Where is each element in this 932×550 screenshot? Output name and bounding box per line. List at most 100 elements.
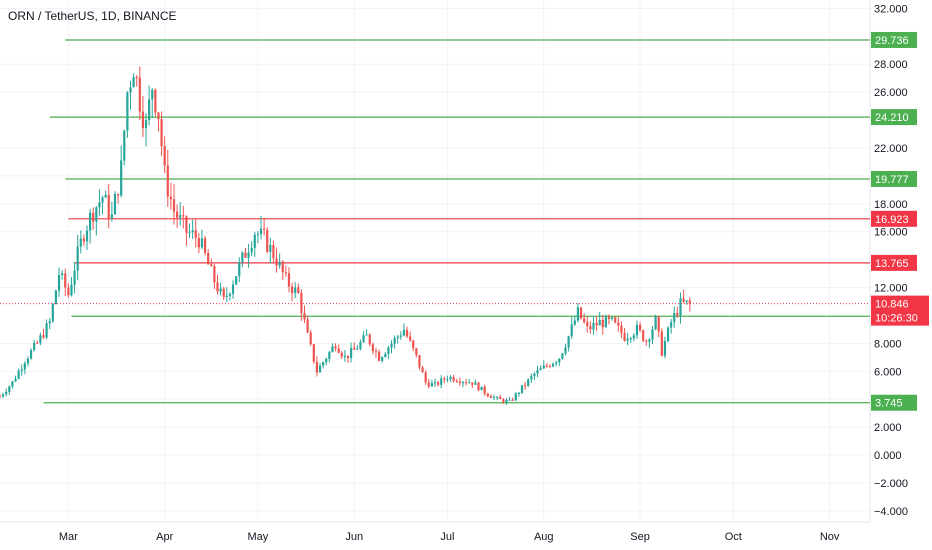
candle-body <box>85 230 89 242</box>
candle-body <box>583 318 586 323</box>
level-price-label: 13.765 <box>875 258 909 270</box>
candle-body <box>666 327 670 342</box>
candle-body <box>315 361 319 373</box>
candle-body <box>402 329 406 336</box>
candle-body <box>79 238 82 247</box>
candle-body <box>238 262 241 277</box>
candle-body <box>334 346 337 349</box>
y-tick-label: −4.000 <box>874 506 908 518</box>
candle-body <box>123 130 126 161</box>
candle-body <box>679 298 682 316</box>
x-tick-label: Jun <box>345 531 363 543</box>
candle-body <box>275 258 278 266</box>
candle-body <box>166 165 169 197</box>
candle-body <box>412 340 415 349</box>
candle-body <box>362 335 365 343</box>
candle-body <box>135 76 138 78</box>
candle-body <box>514 393 517 401</box>
candle-body <box>138 77 141 112</box>
candle-body <box>387 347 390 354</box>
candle-body <box>660 331 663 356</box>
candle-body <box>325 358 328 363</box>
candle-body <box>623 333 626 341</box>
candle-body <box>545 365 548 367</box>
candle-body <box>601 319 604 328</box>
candle-body <box>517 392 520 394</box>
candle-body <box>253 234 256 248</box>
candle-body <box>82 238 85 242</box>
candle-body <box>579 307 583 319</box>
level-price-badge <box>871 31 917 48</box>
x-tick-label: Oct <box>725 531 742 543</box>
level-price-badge <box>871 254 917 271</box>
candle-body <box>455 381 458 383</box>
candle-body <box>191 230 194 233</box>
candle-body <box>359 342 362 349</box>
time-axis[interactable]: Mar Apr May Jun Jul Aug Sep Oct Nov <box>59 531 840 543</box>
candle-body <box>340 352 343 357</box>
x-tick-label: Mar <box>59 531 78 543</box>
x-tick-label: Sep <box>630 531 650 543</box>
candle-body <box>2 394 5 397</box>
candle-body <box>421 367 424 373</box>
candle-body <box>399 335 402 337</box>
x-tick-label: Aug <box>534 531 554 543</box>
candle-body <box>607 316 611 320</box>
candle-body <box>98 202 101 208</box>
level-price-badge <box>871 109 917 126</box>
candle-body <box>225 295 228 297</box>
candle-body <box>598 319 601 326</box>
candle-body <box>614 317 617 323</box>
candle-body <box>527 379 530 386</box>
candle-body <box>219 288 222 292</box>
candle-body <box>592 322 595 330</box>
candle-body <box>474 382 477 385</box>
level-price-label: 3.745 <box>875 398 903 410</box>
candle-body <box>645 340 648 342</box>
candle-body <box>492 397 496 399</box>
price-badges: 29.73624.21019.77716.92313.7659.9393.745… <box>871 31 929 411</box>
y-tick-label: −2.000 <box>874 478 908 490</box>
x-tick-label: Jul <box>440 531 454 543</box>
candle-body <box>197 238 200 248</box>
candle-body <box>200 238 204 248</box>
candle-body <box>70 284 73 296</box>
level-price-label: 24.210 <box>875 112 909 124</box>
candle-body <box>458 381 461 384</box>
candle-body <box>11 381 14 387</box>
candle-body <box>176 211 179 218</box>
candle-body <box>396 336 399 339</box>
candle-body <box>259 228 263 235</box>
level-price-label: 19.777 <box>875 174 909 186</box>
candle-body <box>365 334 368 336</box>
candle-body <box>132 76 135 88</box>
candle-body <box>266 229 269 252</box>
candle-body <box>682 298 685 302</box>
candle-body <box>499 396 502 400</box>
bar-countdown: 10:26:30 <box>875 313 918 325</box>
candle-body <box>638 324 642 331</box>
candle-body <box>573 320 576 325</box>
candle-body <box>61 273 64 275</box>
candle-body <box>685 300 688 302</box>
candle-body <box>586 322 589 327</box>
candle-body <box>179 215 182 218</box>
candle-body <box>113 193 117 215</box>
candle-body <box>654 316 657 330</box>
candle-body <box>210 264 213 267</box>
candle-body <box>555 362 558 364</box>
candle-body <box>203 238 207 253</box>
candle-body <box>663 341 667 356</box>
candle-body <box>502 399 505 403</box>
candle-body <box>384 353 387 358</box>
candle-body <box>51 304 54 322</box>
candle-body <box>247 252 250 258</box>
level-price-badge <box>871 170 917 187</box>
candle-body <box>486 393 489 397</box>
x-tick-label: May <box>248 531 269 543</box>
chart-title: ORN / TetherUS, 1D, BINANCE <box>8 9 177 23</box>
candle-body <box>374 351 378 353</box>
candle-body <box>116 193 120 196</box>
candle-body <box>452 376 455 382</box>
